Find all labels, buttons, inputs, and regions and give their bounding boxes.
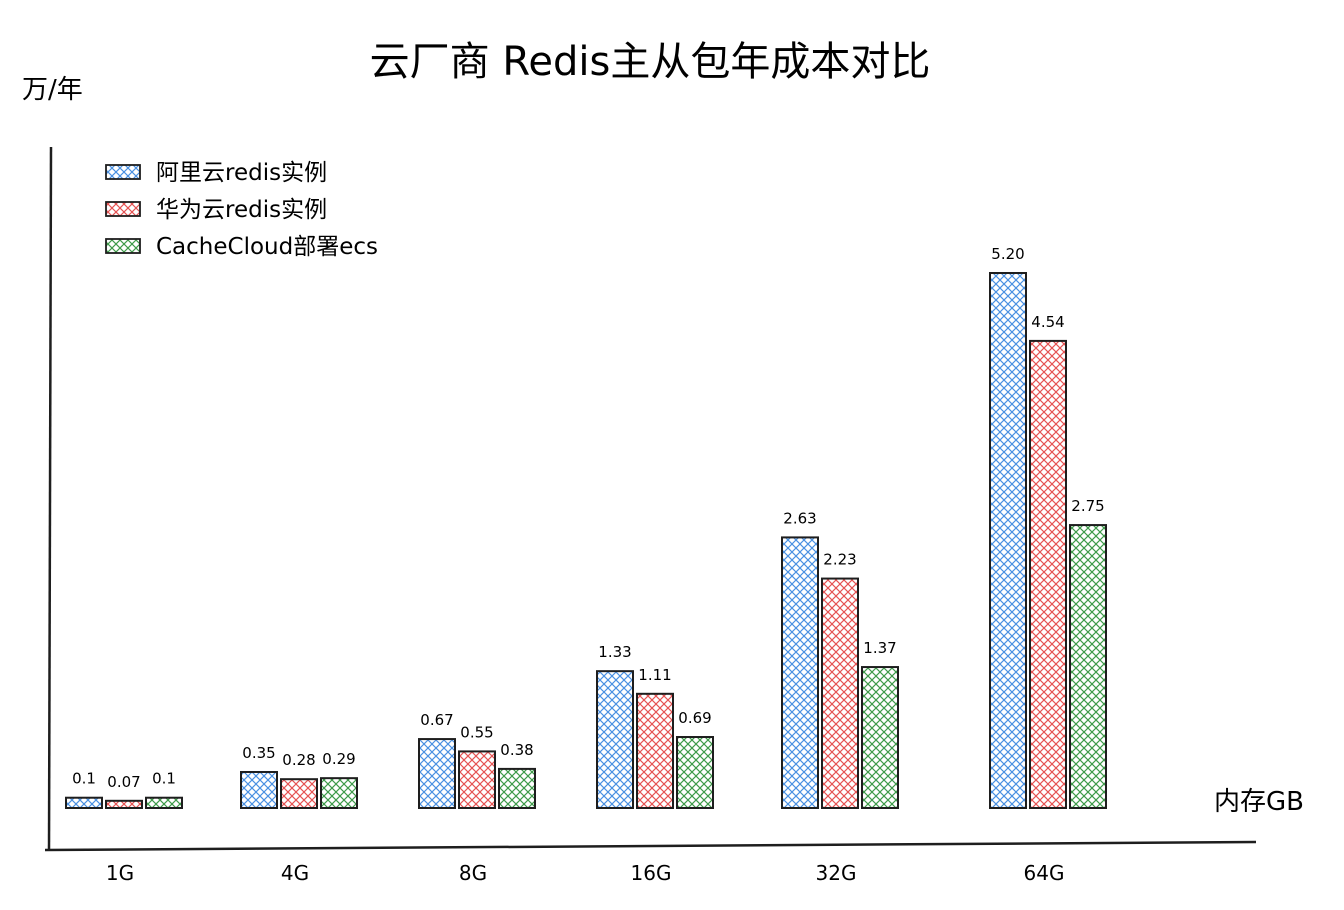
bar-4g-series-1 (280, 778, 318, 810)
bar-8g-series-0 (418, 738, 456, 810)
x-axis-label: 内存GB (1214, 787, 1304, 817)
value-label-1g-series-0: 0.1 (72, 770, 96, 788)
value-label-4g-series-1: 0.28 (282, 751, 315, 769)
value-label-64g-series-2: 2.75 (1071, 497, 1104, 515)
x-tick-label-32g: 32G (816, 861, 857, 885)
y-axis-line (47, 146, 53, 851)
legend-label-2: CacheCloud部署ecs (156, 234, 378, 260)
x-tick-labels: 1G 4G 8G 16G 32G 64G (106, 861, 1065, 885)
x-tick-label-1g: 1G (106, 861, 134, 885)
value-label-4g-series-2: 0.29 (322, 750, 355, 768)
value-label-16g-series-0: 1.33 (598, 643, 631, 661)
x-tick-label-8g: 8G (459, 861, 487, 885)
bar-64g-series-0 (989, 272, 1027, 809)
bar-32g-series-1 (821, 577, 859, 810)
legend-label-1: 华为云redis实例 (156, 197, 327, 223)
y-axis-label: 万/年 (22, 75, 83, 105)
value-label-64g-series-0: 5.20 (991, 245, 1024, 263)
chart-title: 云厂商 Redis主从包年成本对比 (370, 39, 931, 85)
value-label-1g-series-1: 0.07 (107, 773, 140, 791)
bar-16g-series-1 (636, 692, 674, 810)
legend-swatch-0 (105, 164, 141, 180)
value-label-8g-series-0: 0.67 (420, 711, 453, 729)
bar-1g-series-2 (145, 796, 183, 810)
bar-64g-series-2 (1069, 524, 1107, 809)
x-tick-label-4g: 4G (281, 861, 309, 885)
bar-32g-series-0 (781, 536, 819, 809)
value-label-32g-series-0: 2.63 (783, 509, 816, 527)
bar-16g-series-0 (596, 670, 634, 809)
bar-16g-series-2 (676, 736, 714, 810)
legend-label-0: 阿里云redis实例 (156, 160, 327, 186)
bar-1g-series-0 (65, 796, 103, 810)
value-label-8g-series-2: 0.38 (500, 741, 533, 759)
bar-4g-series-0 (240, 770, 278, 809)
value-label-8g-series-1: 0.55 (460, 723, 493, 741)
bar-32g-series-2 (861, 666, 899, 810)
bar-64g-series-1 (1029, 339, 1067, 809)
bar-8g-series-2 (498, 767, 536, 810)
legend-swatch-2 (105, 238, 141, 254)
value-label-64g-series-1: 4.54 (1031, 313, 1064, 331)
legend-swatch-1 (105, 201, 141, 217)
bars-group (65, 272, 1107, 810)
bar-1g-series-1 (105, 799, 143, 810)
value-label-32g-series-2: 1.37 (863, 639, 896, 657)
x-axis-line (44, 840, 1257, 852)
bar-4g-series-2 (320, 777, 358, 809)
value-label-32g-series-1: 2.23 (823, 551, 856, 569)
x-tick-label-16g: 16G (631, 861, 672, 885)
x-tick-label-64g: 64G (1024, 861, 1065, 885)
value-label-16g-series-1: 1.11 (638, 666, 671, 684)
bar-8g-series-1 (458, 750, 496, 809)
value-label-16g-series-2: 0.69 (678, 709, 711, 727)
value-label-1g-series-2: 0.1 (152, 770, 176, 788)
value-label-4g-series-0: 0.35 (242, 744, 275, 762)
value-labels-group: 0.1 0.07 0.1 0.35 0.28 0.29 0.67 0.55 0.38 1.33 1.… (72, 245, 1105, 791)
